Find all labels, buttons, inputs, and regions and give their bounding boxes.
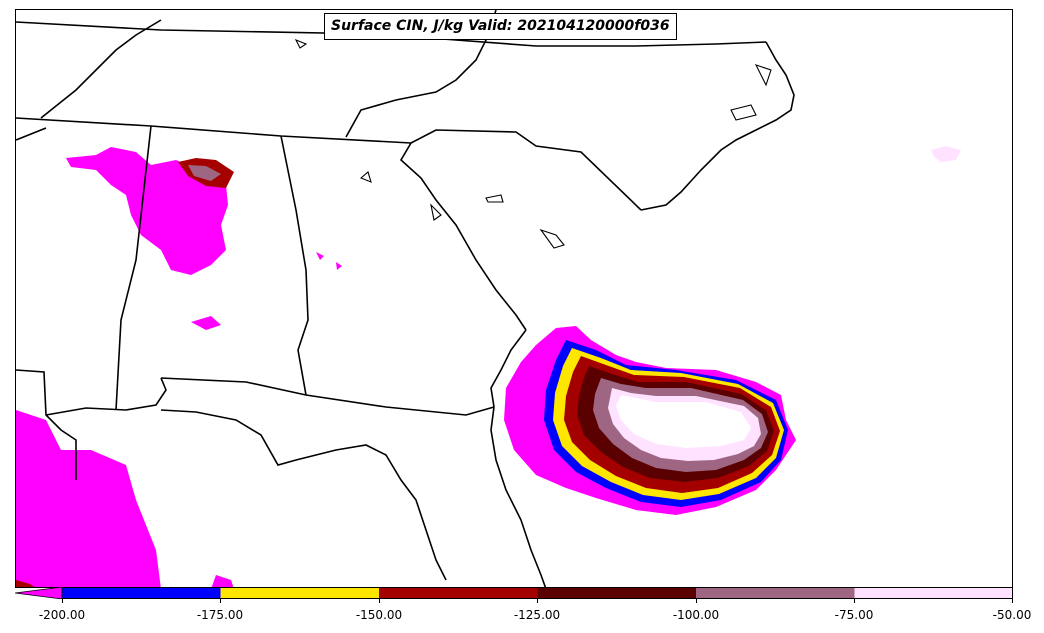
boundary-tn-south (16, 117, 412, 144)
colorbar-tick-label: -75.00 (834, 608, 874, 622)
boundary-ms-al (115, 125, 152, 411)
lakes-layer (294, 38, 772, 249)
colorbar-tick-label: -150.00 (355, 608, 403, 622)
colorbar (15, 587, 1013, 599)
coast-gulf (16, 369, 77, 480)
cin-region-offshore-small (931, 146, 961, 162)
lake-5 (294, 38, 308, 49)
coast-ga-sc (490, 329, 527, 408)
cin-region-gulf (16, 410, 161, 587)
lake-4 (430, 203, 442, 221)
state-boundaries (16, 10, 795, 587)
coast-nc (640, 41, 795, 211)
lake-1 (359, 171, 372, 183)
cin-region-al-small3 (336, 262, 342, 270)
colorbar-tick-mark (62, 599, 63, 603)
colorbar-tick-mark (1012, 599, 1013, 603)
boundary-va-nc (40, 19, 162, 119)
colorbar-bin-200-175 (62, 587, 221, 599)
boundary-nc-north (345, 10, 497, 138)
colorbar-tick-mark (220, 599, 221, 603)
colorbar-tick-label: -125.00 (513, 608, 561, 622)
boundary-ga-sc (399, 142, 527, 331)
colorbar-tick-mark (379, 599, 380, 603)
coast-fl-west (45, 377, 167, 416)
cin-region-al-small2 (316, 252, 324, 260)
colorbar-tick-mark (537, 599, 538, 603)
colorbar-bin-125-100 (537, 587, 696, 599)
coast-fl-panhandle (160, 409, 447, 581)
colorbar-bin-75-50 (854, 587, 1013, 599)
cin-region-ms-north (66, 147, 228, 275)
map-title: Surface CIN, J/kg Valid: 202104120000f03… (324, 13, 677, 40)
cin-region-al-small1 (191, 316, 221, 330)
cin-region-atlantic-white (616, 395, 751, 448)
lake-2 (485, 194, 504, 203)
lake-3 (539, 228, 565, 249)
cin-region-corner (16, 580, 35, 587)
boundary-misc-1 (16, 127, 47, 141)
colorbar-tick-label: -175.00 (196, 608, 244, 622)
map-panel (15, 9, 1013, 588)
lake-6 (730, 104, 757, 121)
cin-fill-layer (16, 146, 961, 587)
coast-fl-east (490, 406, 547, 587)
lake-7 (754, 64, 772, 87)
boundary-nc-sc (410, 129, 642, 211)
boundary-ky-tn-va (16, 21, 767, 47)
colorbar-bin-150-125 (379, 587, 538, 599)
boundary-al-ga (280, 135, 309, 396)
colorbar-tick-label: -100.00 (672, 608, 720, 622)
colorbar-extend-arrow (15, 587, 63, 599)
colorbar-bin-175-150 (220, 587, 379, 599)
cin-region-gulf-east (211, 575, 234, 587)
colorbar-border (61, 587, 1013, 599)
colorbar-tick-mark (696, 599, 697, 603)
boundary-fl-north (160, 377, 495, 416)
colorbar-tick-label: -200.00 (38, 608, 86, 622)
colorbar-tick-label: -50.00 (992, 608, 1032, 622)
cin-region-tn-inner (188, 165, 221, 181)
colorbar-tick-mark (854, 599, 855, 603)
colorbar-bin-100-75 (696, 587, 855, 599)
map-canvas (16, 10, 961, 587)
